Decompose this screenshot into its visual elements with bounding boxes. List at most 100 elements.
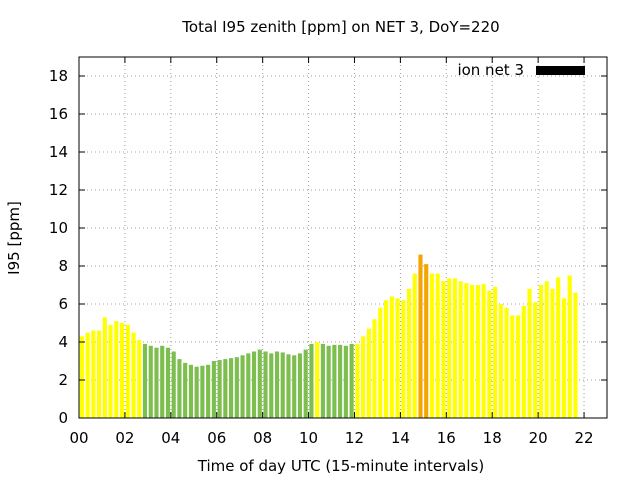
legend-label: ion net 3 [457,61,524,79]
bar [418,254,423,418]
bar [475,285,480,418]
bar [412,273,417,418]
bar [240,355,245,418]
x-tick-label: 00 [69,429,88,447]
bar [573,292,578,418]
bar [481,284,486,418]
bar [79,336,84,418]
bar [366,328,371,418]
y-tick-label: 14 [49,143,68,161]
bar [263,351,268,418]
y-tick-label: 18 [49,67,68,85]
bar [280,352,285,418]
bar [447,278,452,418]
bar [171,351,176,418]
bar [504,307,509,418]
bar [320,343,325,418]
bar [303,349,308,418]
bar [251,351,257,418]
bar [154,347,159,418]
legend: ion net 3 [457,61,585,79]
bar [131,332,136,418]
bar [452,278,457,418]
bar [269,353,274,418]
bar [338,344,343,418]
bar [361,336,366,418]
bar [343,345,348,418]
bar [246,353,251,418]
bar [533,302,538,418]
bar [206,364,211,418]
y-tick-label: 10 [49,219,68,237]
bar [372,319,377,418]
bar [165,347,171,418]
y-tick-label: 6 [58,295,68,313]
bar [406,288,412,418]
x-tick-label: 04 [161,429,180,447]
y-axis-ticks: 0 2 4 6 8 10 12 14 16 18 [49,67,607,427]
bar [355,343,360,418]
bar [538,285,544,418]
bar [274,351,280,418]
bar [510,315,515,418]
bar [521,305,526,418]
bar [91,330,96,418]
bar [286,354,291,418]
bar [188,364,193,418]
bar [234,357,239,418]
legend-swatch [536,66,585,75]
bar [544,281,549,418]
bar [229,358,234,418]
bar [326,345,331,418]
bar [309,343,314,418]
bars [79,254,578,418]
x-tick-label: 12 [345,429,364,447]
x-tick-label: 18 [483,429,502,447]
bar [441,281,446,418]
bar [211,361,216,418]
bar [200,365,205,418]
x-tick-label: 20 [529,429,548,447]
bar [102,317,107,418]
bar [470,285,475,418]
x-tick-label: 10 [299,429,318,447]
bar [257,349,262,418]
bar [493,286,498,418]
bar [464,283,469,418]
bar [424,264,429,418]
bar [119,323,125,418]
y-tick-label: 8 [58,257,68,275]
bar [487,290,492,418]
bar [527,288,532,418]
y-axis-label: I95 [ppm] [5,201,23,275]
bar [349,343,354,418]
bar [160,345,165,418]
grid [79,57,607,418]
bar [429,273,435,418]
x-tick-label: 02 [115,429,134,447]
chart-title: Total I95 zenith [ppm] on NET 3, DoY=220 [181,18,499,36]
bar [556,277,561,418]
bar [137,340,142,418]
bar [177,359,182,418]
bar [458,281,463,418]
bar [148,345,153,418]
x-axis-ticks: 00 02 04 06 08 10 12 14 16 18 20 22 [69,57,594,447]
bar [332,344,337,418]
bar [561,298,567,418]
bar [125,324,130,418]
y-tick-label: 4 [58,333,68,351]
bar [315,342,320,418]
bar [97,330,102,418]
bar [383,300,389,418]
bar [378,307,383,418]
x-axis-label: Time of day UTC (15-minute intervals) [197,457,484,475]
bar [114,321,119,418]
bar [515,315,521,418]
bar [85,332,90,418]
bar [292,355,297,418]
bar [389,296,394,418]
x-tick-label: 14 [391,429,410,447]
bar [183,362,188,418]
